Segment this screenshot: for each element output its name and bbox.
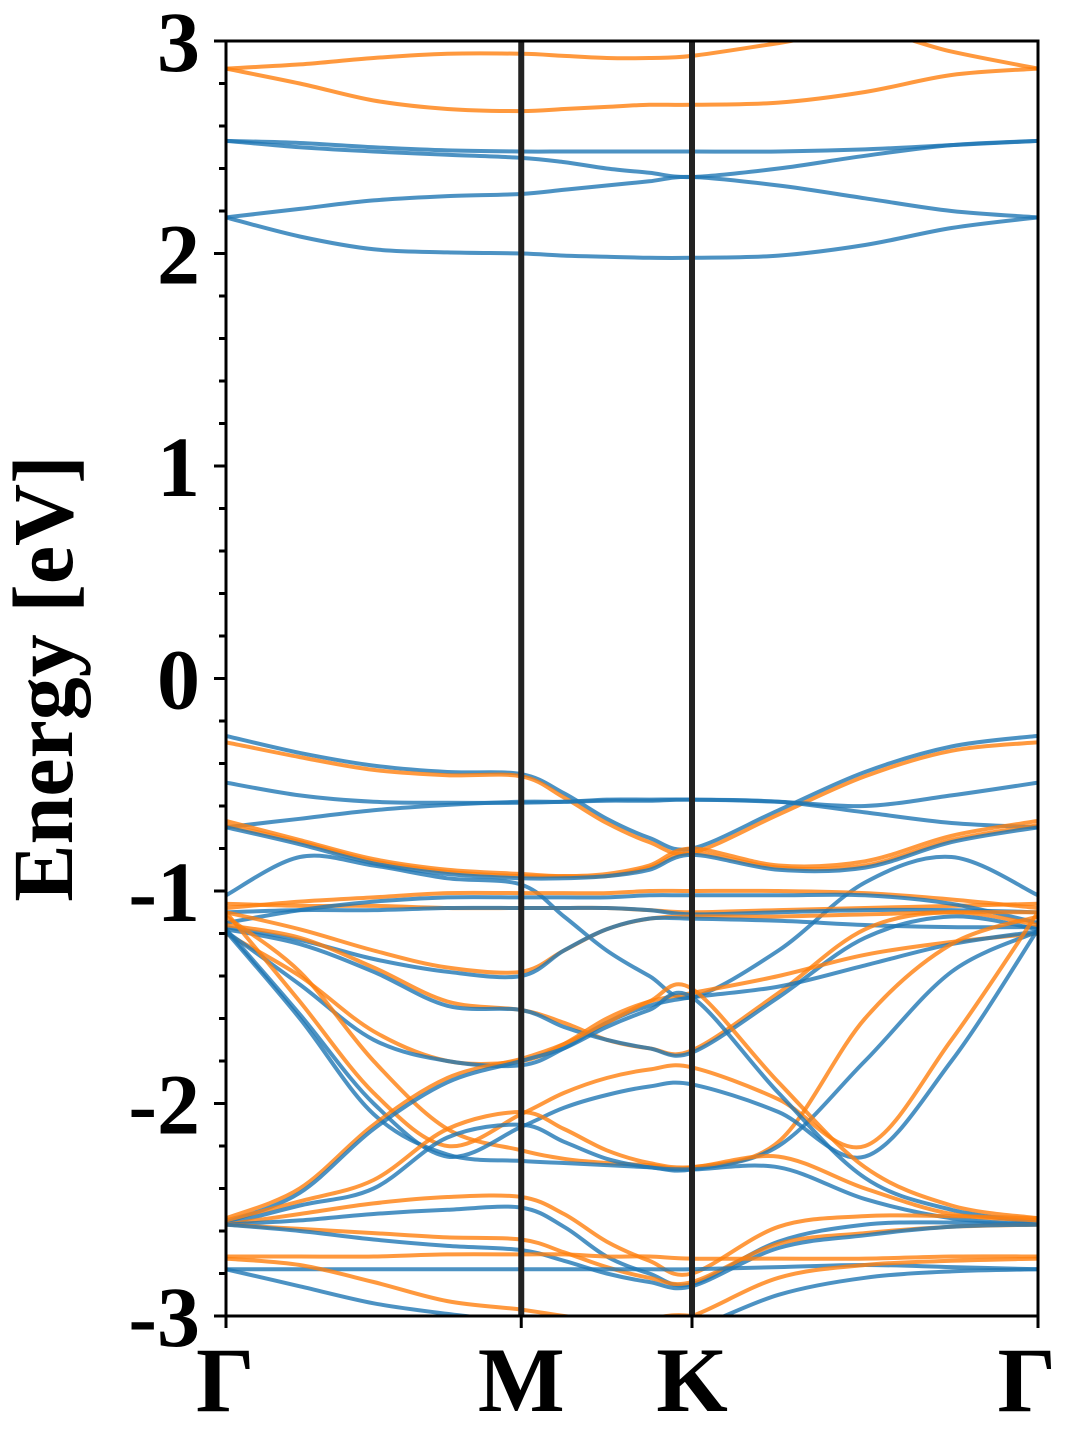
band-line-blue-6 [226, 733, 1038, 852]
plot-frame [224, 39, 1040, 1318]
x-tick-label-0: Γ [196, 1329, 255, 1431]
band-line-blue-12 [226, 825, 1038, 881]
band-line-orange-30 [226, 1109, 1038, 1223]
y-tick-label-0: -3 [128, 1269, 200, 1365]
x-tick-label-3: Γ [997, 1329, 1056, 1431]
band-line-blue-33 [226, 1204, 1038, 1288]
band-line-blue-21 [226, 914, 1038, 1058]
band-line-blue-1 [226, 138, 1038, 180]
band-line-blue-41 [226, 1323, 1038, 1369]
band-line-blue-35 [226, 1222, 1038, 1291]
y-tick-label-3: 0 [157, 632, 200, 728]
band-line-blue-8 [226, 780, 1038, 809]
band-line-orange-22 [226, 931, 1038, 1066]
band-line-orange-38 [226, 1256, 1038, 1316]
y-axis-label: Energy [eV] [0, 455, 91, 902]
bands-layer [226, 41, 1038, 1369]
x-tick-label-1: M [478, 1329, 565, 1431]
band-line-orange-40 [650, 1313, 707, 1316]
band-line-orange-7 [226, 740, 1038, 856]
band-line-blue-9 [226, 797, 1038, 830]
band-line-orange-24 [226, 914, 1038, 1171]
tick-labels: -3 -2 -1 0 1 2 3 Γ M K Γ [128, 0, 1056, 1431]
band-line-blue-17 [226, 892, 1038, 925]
band-line-orange-5 [226, 66, 1038, 114]
band-line-orange-4 [226, 41, 1038, 71]
band-line-orange-16 [226, 888, 1038, 910]
band-line-blue-3 [226, 215, 1038, 260]
band-line-blue-15 [226, 905, 1038, 917]
band-line-orange-10 [226, 818, 1038, 879]
band-line-orange-26 [226, 910, 1038, 1150]
band-line-orange-36 [226, 1252, 1038, 1261]
band-line-orange-28 [226, 982, 1038, 1221]
x-tick-label-2: K [656, 1329, 728, 1431]
band-line-orange-32 [226, 1193, 1038, 1277]
high-symmetry-lines [518, 41, 696, 1316]
band-line-blue-2 [226, 174, 1038, 220]
axis-ticks [214, 39, 1040, 1328]
y-tick-label-6: 3 [157, 0, 200, 90]
band-line-blue-27 [226, 927, 1038, 1160]
band-line-blue-39 [226, 1267, 1038, 1316]
band-line-blue-13 [226, 853, 1038, 1000]
y-tick-label-4: 1 [157, 419, 200, 515]
y-tick-label-1: -2 [128, 1057, 200, 1153]
y-tick-label-2: -1 [128, 844, 200, 940]
band-line-blue-25 [226, 929, 1038, 1173]
band-line-blue-29 [226, 990, 1038, 1225]
y-tick-label-5: 2 [157, 207, 200, 303]
band-line-blue-0 [226, 138, 1038, 154]
band-line-blue-31 [226, 1122, 1038, 1227]
